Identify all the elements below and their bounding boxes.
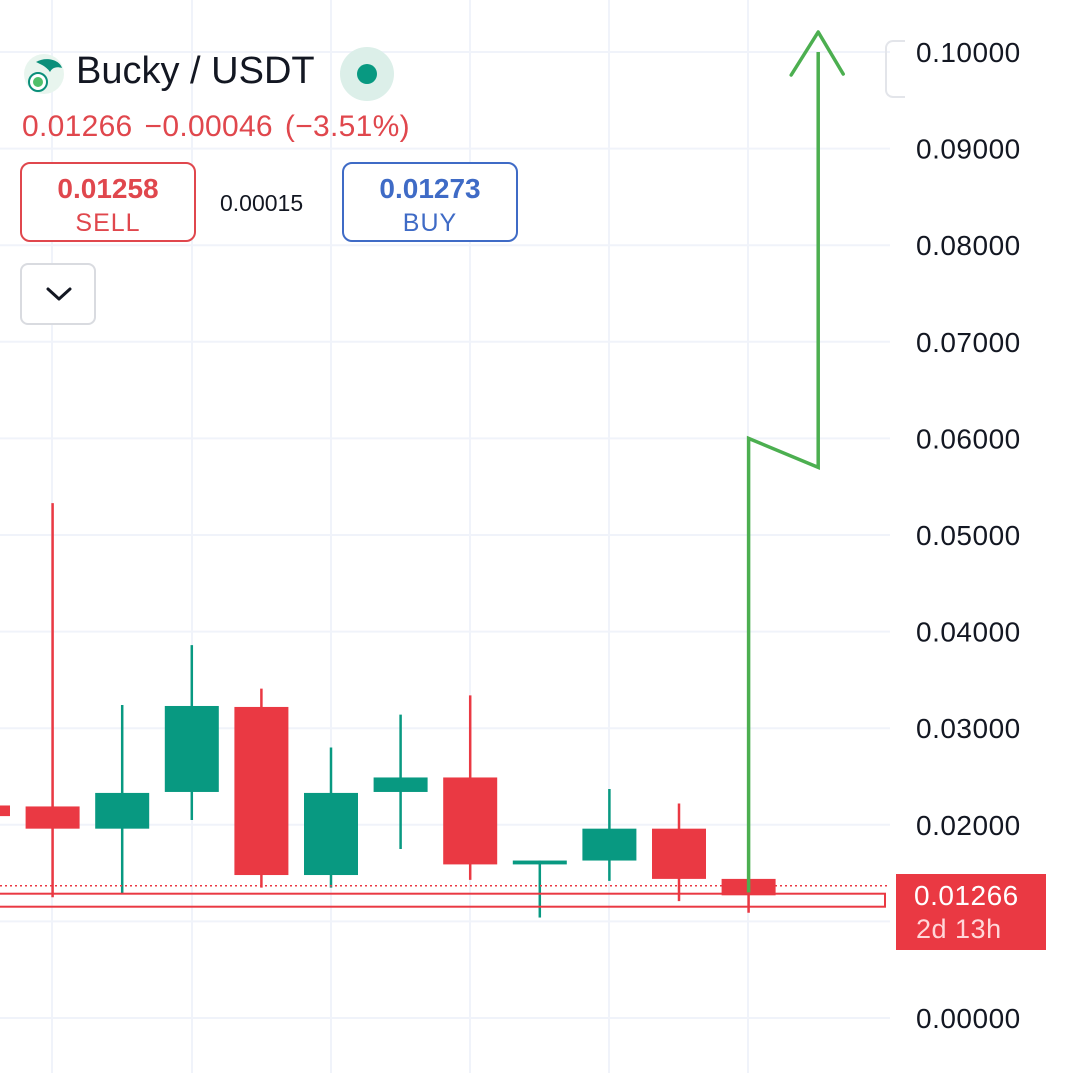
spread-value: 0.00015 — [220, 190, 304, 216]
candle-body — [652, 828, 706, 879]
market-open-dot-icon — [340, 47, 394, 101]
buy-price: 0.01273 — [379, 173, 481, 204]
y-axis-tick-label: 0.04000 — [916, 617, 1021, 648]
chevron-down-icon — [46, 287, 72, 301]
bar-countdown: 2d 13h — [916, 914, 1002, 944]
current-price-tag: 0.01266 2d 13h — [896, 874, 1046, 950]
y-axis-tick-label: 0.09000 — [916, 134, 1021, 165]
candle-body — [95, 792, 150, 829]
candle-body — [25, 806, 80, 829]
price-quote: 0.01266 −0.00046 (−3.51%) — [22, 110, 422, 144]
price-change: −0.00046 — [144, 110, 273, 143]
candle-body — [582, 828, 637, 861]
y-axis-tick-label: 0.08000 — [916, 230, 1021, 261]
candle-body — [512, 860, 567, 865]
bucky-logo-icon — [24, 54, 64, 94]
candle-body — [0, 805, 10, 817]
buy-button[interactable]: 0.01273 BUY — [342, 162, 518, 242]
sell-button[interactable]: 0.01258 SELL — [20, 162, 196, 242]
y-axis-tick-label: 0.05000 — [916, 520, 1021, 551]
y-axis-tick-label: 0.10000 — [916, 37, 1021, 68]
last-price: 0.01266 — [22, 110, 133, 143]
candle-body — [234, 706, 289, 876]
candle-body — [164, 705, 219, 792]
y-axis-tick-label: 0.03000 — [916, 713, 1021, 744]
y-axis-tick-label: 0.02000 — [916, 810, 1021, 841]
arrow-annotation-head — [789, 30, 845, 77]
collapse-dropdown-button[interactable] — [20, 263, 96, 325]
arrow-annotation-line — [746, 52, 820, 893]
candle-body — [304, 792, 358, 876]
sell-price: 0.01258 — [57, 173, 159, 204]
y-axis-tick-label: 0.06000 — [916, 423, 1021, 454]
price-scale-toggle[interactable] — [885, 40, 905, 98]
buy-label: BUY — [402, 209, 458, 237]
current-price-label: 0.01266 — [914, 880, 1019, 911]
y-axis-tick-label: 0.07000 — [916, 327, 1021, 358]
candle-body — [443, 777, 498, 865]
candle-body — [373, 777, 428, 792]
pair-title[interactable]: Bucky / USDT — [76, 50, 315, 92]
sell-label: SELL — [75, 209, 141, 237]
current-price-range-box — [0, 892, 886, 908]
price-change-pct: (−3.51%) — [284, 110, 410, 143]
y-axis-tick-label: 0.00000 — [916, 1003, 1021, 1034]
